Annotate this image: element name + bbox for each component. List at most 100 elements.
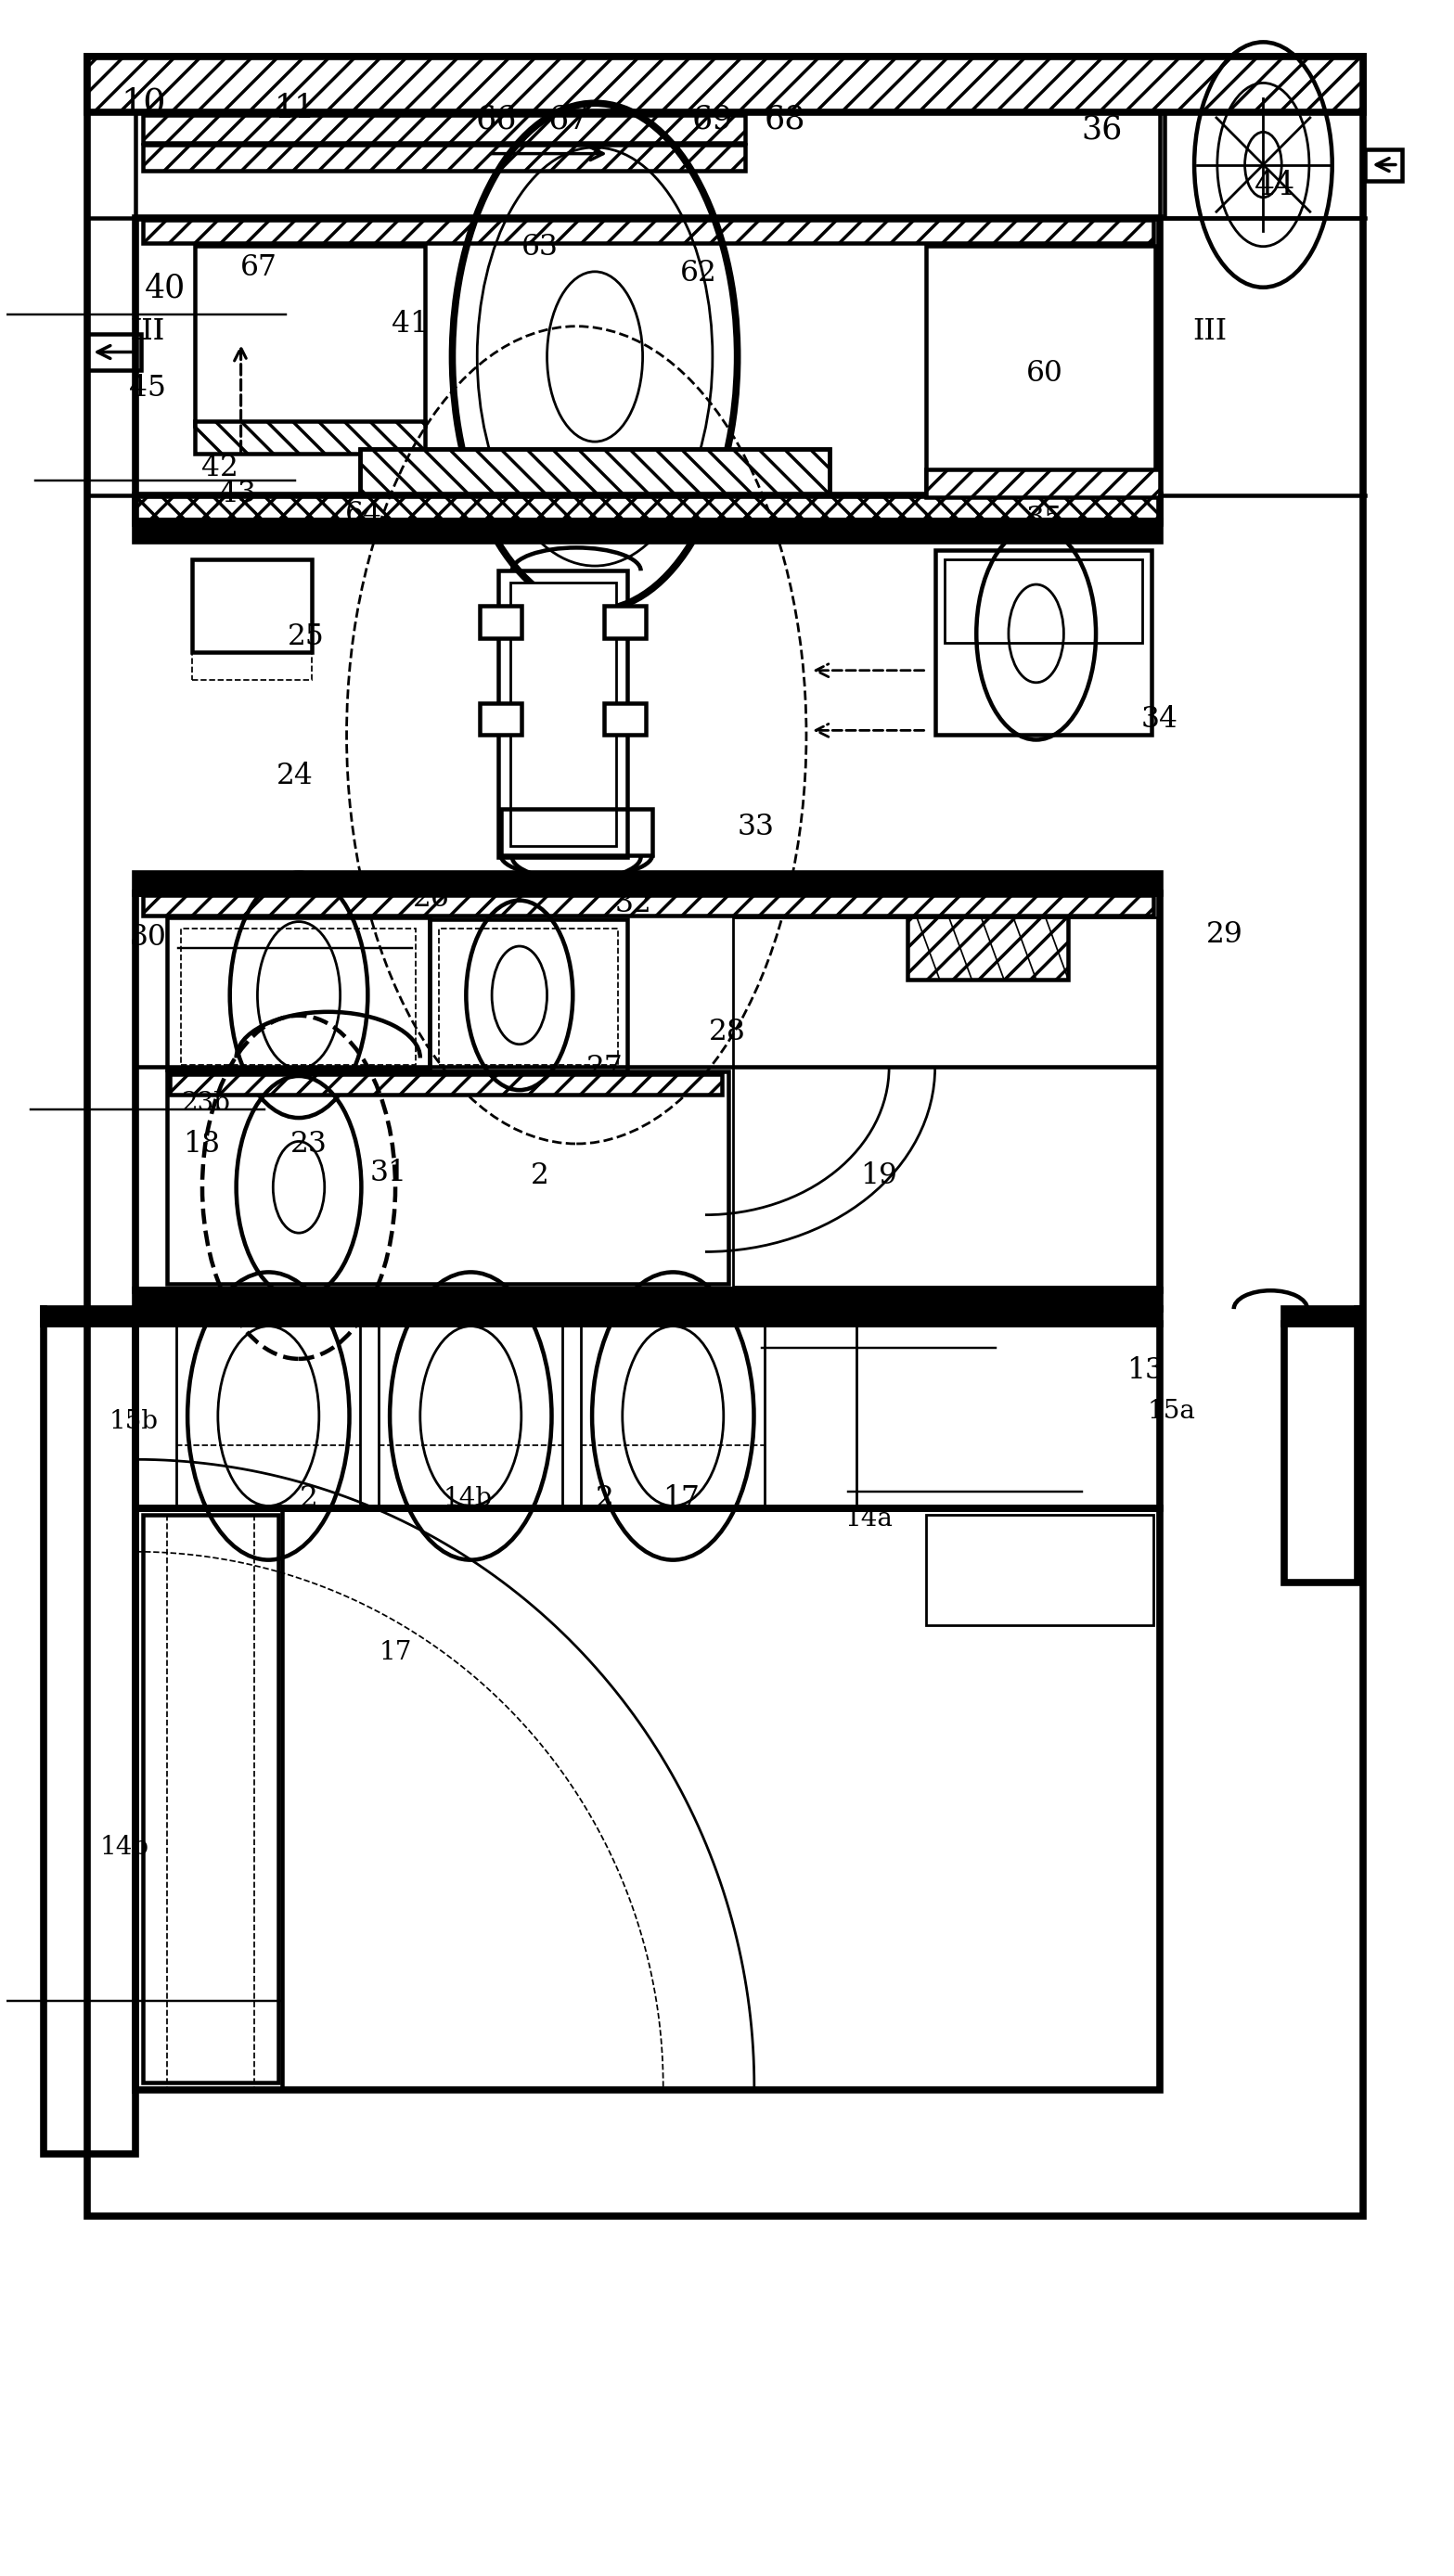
Bar	[1284, 1324, 1358, 1582]
Bar	[142, 144, 744, 170]
Text: 67: 67	[548, 103, 589, 134]
Bar	[192, 559, 311, 652]
Text: 45: 45	[129, 374, 166, 402]
Text: 14b: 14b	[100, 1834, 150, 1860]
Text: 41: 41	[391, 309, 429, 337]
Bar	[135, 520, 1160, 541]
Text: 2: 2	[531, 1162, 548, 1190]
Bar	[135, 113, 1160, 219]
Bar	[195, 247, 425, 425]
Text: 62: 62	[679, 258, 717, 289]
Text: 14b: 14b	[443, 1486, 493, 1510]
Text: 43: 43	[218, 479, 256, 507]
Text: 42: 42	[201, 453, 238, 482]
Bar	[170, 1074, 721, 1095]
Bar	[195, 422, 425, 453]
Text: 68: 68	[763, 103, 806, 134]
Text: 23b: 23b	[180, 1090, 230, 1115]
Bar	[142, 116, 744, 144]
Text: III: III	[131, 317, 164, 345]
Text: 26: 26	[413, 884, 451, 912]
Bar	[603, 703, 646, 734]
Bar	[429, 920, 627, 1072]
Bar	[195, 422, 425, 453]
Bar	[502, 809, 653, 855]
Bar	[510, 582, 616, 845]
Text: 18: 18	[182, 1131, 220, 1159]
Text: 35: 35	[1025, 505, 1063, 533]
Text: 67: 67	[240, 252, 278, 283]
Text: 34: 34	[1141, 706, 1178, 734]
Bar	[44, 1309, 135, 1324]
Text: 16: 16	[947, 1303, 983, 1334]
Text: III: III	[1192, 317, 1227, 345]
Bar	[926, 469, 1160, 497]
Bar	[142, 144, 744, 170]
Text: 10: 10	[121, 88, 166, 121]
Bar	[907, 891, 1069, 979]
Bar	[176, 1327, 361, 1510]
Bar	[135, 1324, 1160, 1510]
Bar	[142, 896, 1153, 917]
Bar	[1365, 149, 1402, 183]
Bar	[439, 930, 618, 1066]
Bar	[361, 448, 829, 495]
Text: 2: 2	[595, 1484, 614, 1512]
Bar	[944, 559, 1141, 644]
Bar	[44, 1324, 135, 2154]
Text: 2: 2	[300, 1484, 318, 1512]
Text: 27: 27	[586, 1054, 622, 1082]
Bar	[361, 448, 829, 495]
Text: 29: 29	[1205, 920, 1243, 948]
Text: 19: 19	[859, 1162, 897, 1190]
Bar	[378, 1327, 563, 1510]
Text: 36: 36	[1082, 113, 1122, 144]
Bar	[603, 605, 646, 639]
Bar	[167, 1072, 728, 1285]
Text: 28: 28	[708, 1018, 746, 1046]
Text: 32: 32	[615, 889, 651, 917]
Text: 40: 40	[144, 273, 186, 304]
Bar	[135, 1510, 1160, 2089]
Text: 60: 60	[1025, 358, 1063, 386]
Text: 25: 25	[288, 623, 324, 652]
Bar	[1165, 113, 1362, 219]
Text: 15b: 15b	[109, 1409, 158, 1435]
Text: 17: 17	[663, 1484, 699, 1512]
Text: 15a: 15a	[1147, 1399, 1195, 1425]
Bar	[142, 896, 1153, 917]
Bar	[499, 572, 627, 858]
Bar	[142, 222, 1153, 245]
Bar	[135, 1309, 1160, 1324]
Text: 44: 44	[1255, 170, 1296, 201]
Bar	[926, 247, 1156, 492]
Text: 13: 13	[1127, 1355, 1163, 1383]
Bar	[87, 57, 1362, 113]
Bar	[926, 469, 1160, 497]
Bar	[135, 495, 1160, 520]
Text: 31: 31	[369, 1159, 407, 1188]
Bar	[142, 116, 744, 144]
Bar	[907, 891, 1069, 979]
Bar	[580, 1327, 765, 1510]
Text: 63: 63	[521, 232, 558, 263]
Bar	[135, 219, 1160, 523]
Bar	[142, 1515, 279, 2081]
Text: 14a: 14a	[845, 1507, 893, 1530]
Text: 23: 23	[291, 1131, 327, 1159]
Text: 69: 69	[692, 103, 733, 134]
Bar	[87, 335, 141, 371]
Bar	[935, 551, 1150, 734]
Bar	[856, 1327, 1160, 1510]
Bar	[135, 873, 1160, 894]
Text: 11: 11	[275, 93, 316, 124]
Bar	[142, 222, 1153, 245]
Text: 17: 17	[379, 1638, 411, 1664]
Text: 33: 33	[737, 811, 775, 840]
Bar	[87, 57, 1362, 2215]
Bar	[167, 917, 429, 1069]
Text: 30: 30	[129, 922, 166, 951]
Bar	[480, 703, 521, 734]
Text: 64: 64	[345, 500, 382, 528]
Bar	[170, 1074, 721, 1095]
